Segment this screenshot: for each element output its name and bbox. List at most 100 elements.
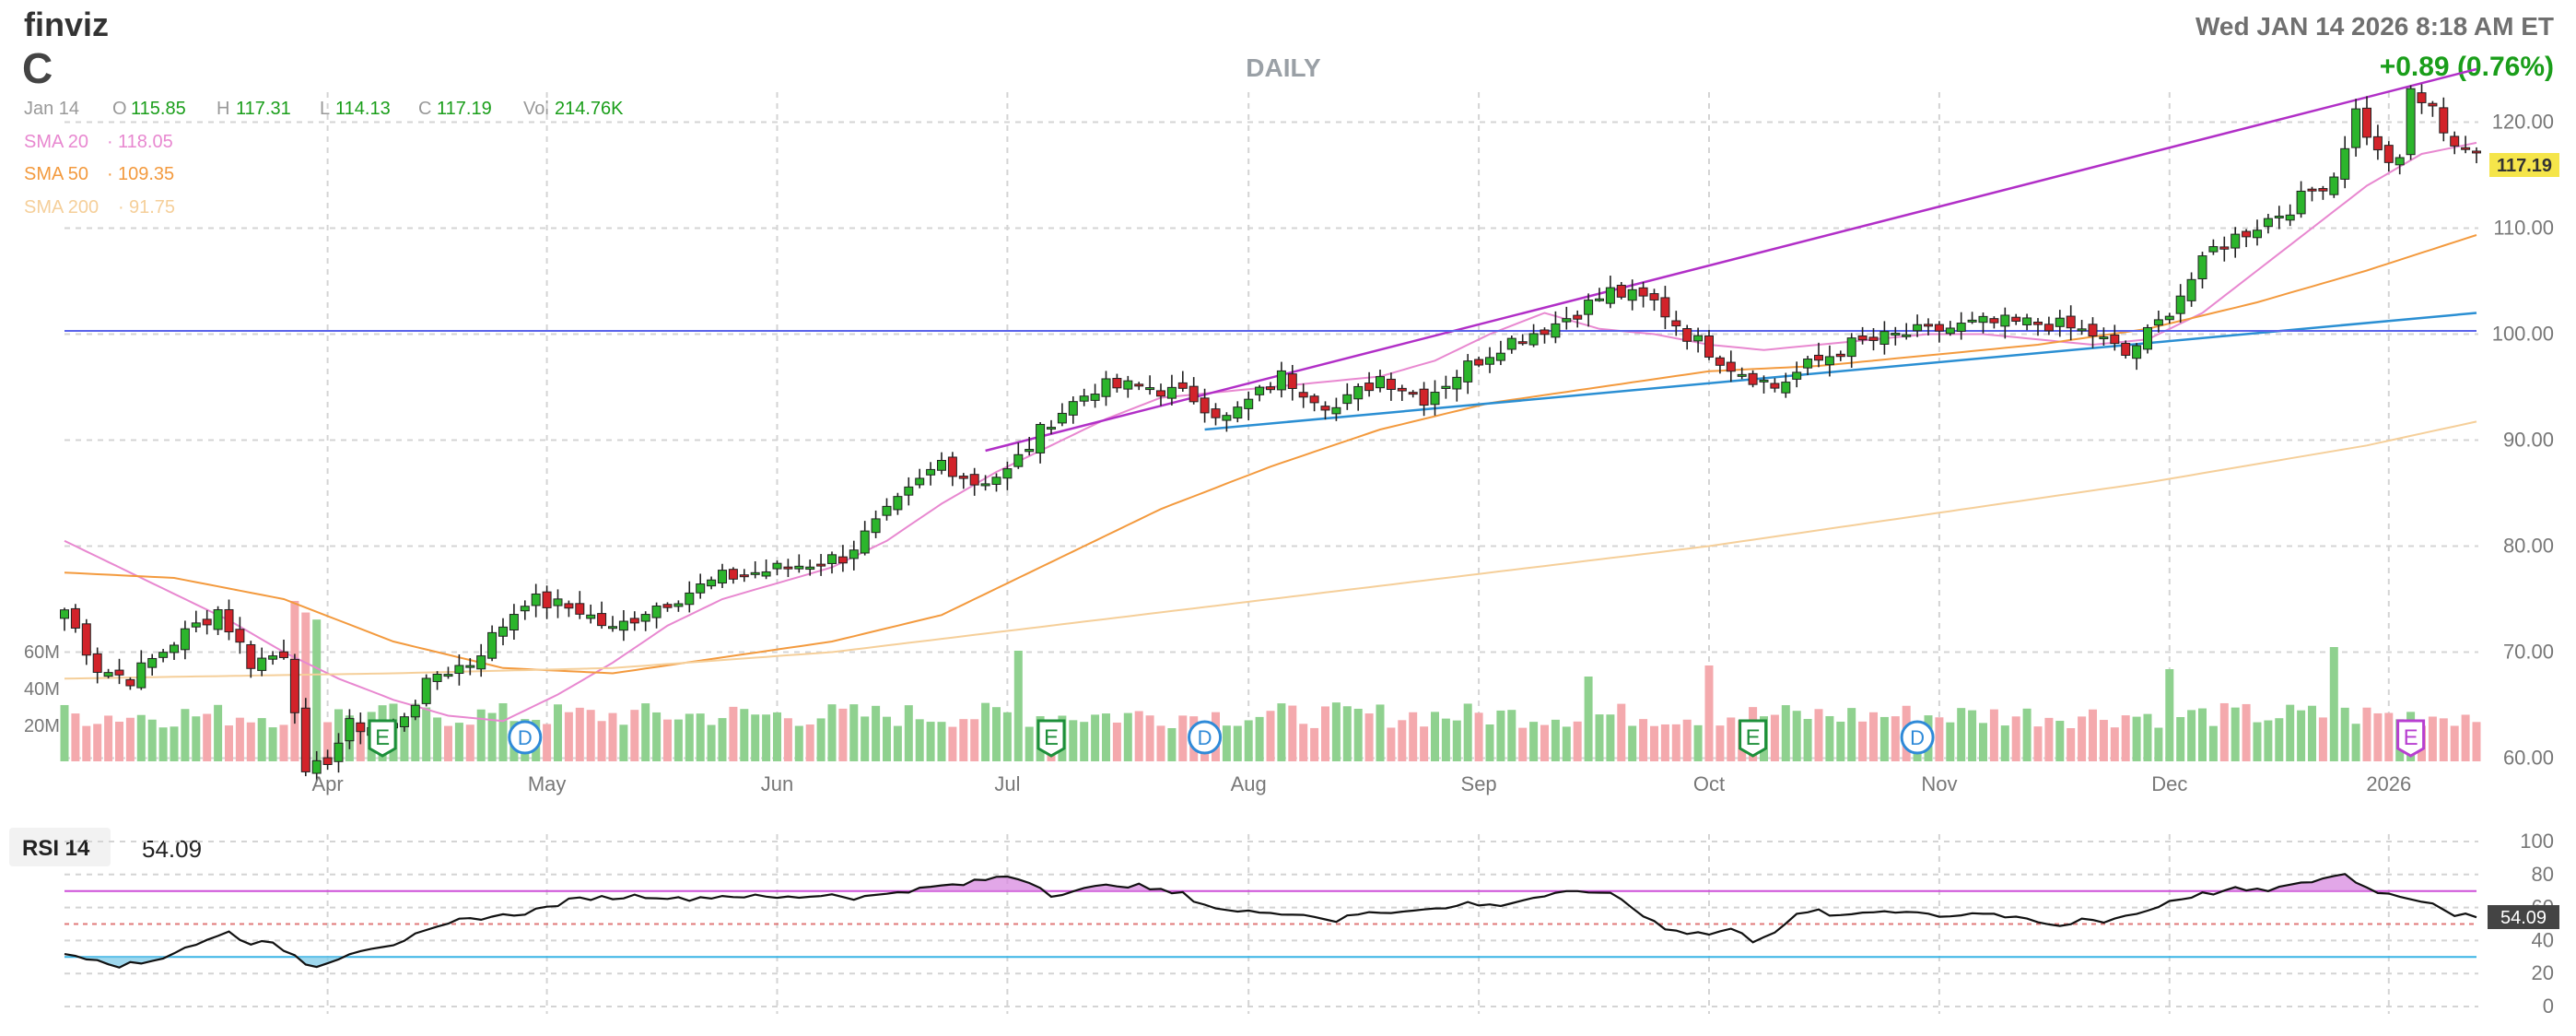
price-tick-label: 120.00	[2492, 111, 2554, 134]
candle-body	[1726, 361, 1736, 372]
candle-body	[2066, 315, 2076, 329]
candle-body	[2231, 233, 2241, 249]
candle-body	[235, 629, 245, 643]
resistance-trendline	[985, 67, 2477, 453]
earnings-marker	[1036, 719, 1066, 758]
candle-body	[2164, 315, 2174, 321]
candle-body	[2088, 324, 2098, 336]
volume-bar	[246, 722, 255, 761]
candle-body	[1627, 288, 1637, 301]
candle-body	[2077, 328, 2087, 332]
volume-bar	[476, 709, 486, 761]
volume-bar	[465, 724, 474, 761]
rsi-tick-label: 40	[2532, 928, 2554, 951]
price-tick-label: 60.00	[2503, 747, 2554, 770]
grid-lines	[64, 92, 2478, 1014]
candle-body	[1266, 386, 1275, 391]
candle-body	[761, 571, 771, 577]
candle-body	[1134, 383, 1144, 387]
candle-body	[1047, 427, 1056, 430]
volume-bar	[1704, 665, 1714, 761]
event-markers[interactable]: E E E ED D D	[368, 719, 2426, 758]
rsi-line	[64, 873, 2477, 969]
candle-body	[1638, 287, 1648, 297]
volume-bar	[115, 721, 123, 761]
volume-bar	[312, 619, 322, 761]
price-badge	[2489, 153, 2559, 177]
volume-bar	[1277, 703, 1286, 761]
candle-body	[2439, 107, 2449, 134]
date-tick-label: May	[528, 772, 567, 795]
candle-body	[1452, 376, 1462, 390]
dividend-marker-label: D	[518, 726, 533, 749]
earnings-marker	[1739, 719, 1768, 758]
candle-body	[1682, 328, 1692, 342]
candle-body	[356, 722, 366, 733]
volume-bar	[203, 713, 212, 761]
candle-body	[564, 603, 574, 609]
volume-bar	[1156, 725, 1165, 761]
volume-bar	[729, 706, 738, 761]
candle-body	[1781, 382, 1791, 394]
volume-bar	[1002, 712, 1012, 761]
candle-body	[2153, 319, 2163, 326]
volume-bar	[1682, 719, 1692, 761]
volume-bar	[1989, 709, 1998, 761]
candle-body	[170, 644, 179, 653]
candle-body	[575, 603, 585, 615]
moving-averages	[64, 141, 2477, 723]
volume-bar	[2461, 714, 2470, 761]
volume-bar	[170, 726, 179, 761]
volume-bar	[915, 719, 924, 761]
volume-bar	[883, 716, 891, 761]
rsi-label: RSI 14	[22, 836, 90, 861]
volume-bar	[1573, 721, 1582, 761]
volume-bar	[696, 713, 705, 761]
volume-bar	[1693, 724, 1703, 761]
volume-bar	[992, 707, 1001, 761]
candle-body	[2110, 334, 2120, 345]
sma-line-sma200	[64, 420, 2477, 680]
volume-bar	[948, 726, 957, 761]
candle-body	[1364, 383, 1375, 392]
candle-body	[2197, 255, 2207, 280]
volume-bar	[1409, 712, 1418, 761]
volume-bar	[268, 727, 277, 761]
volume-bar	[2110, 727, 2119, 761]
volume-bar	[487, 712, 497, 761]
volume-bar	[454, 723, 463, 761]
volume-bar	[1671, 724, 1680, 761]
volume-bar	[1606, 714, 1615, 761]
candle-body	[1112, 378, 1122, 389]
volume-bar	[641, 703, 650, 761]
sma50-value: 109.35	[118, 164, 174, 184]
volume-bar	[1123, 712, 1132, 761]
volume-bar	[1529, 722, 1539, 761]
candle-body	[213, 609, 223, 630]
earnings-marker-label: E	[1746, 725, 1761, 750]
candle-body	[70, 607, 80, 629]
candle-body	[1814, 354, 1823, 361]
sma50-label: SMA 50	[24, 164, 88, 184]
candle-body	[1331, 406, 1341, 415]
volume-bar	[1836, 721, 1845, 761]
volume-bar	[2033, 726, 2043, 761]
candle-body	[224, 608, 234, 633]
volume-bar	[104, 715, 113, 761]
candle-body	[2253, 230, 2262, 239]
volume-bar	[1452, 720, 1461, 761]
finviz-logo[interactable]: finviz	[24, 6, 109, 43]
candle-body	[805, 566, 815, 571]
candle-body	[1737, 373, 1747, 377]
dividend-marker	[508, 720, 543, 755]
candle-body	[1649, 293, 1659, 300]
candle-body	[882, 505, 892, 516]
volume-bar	[1715, 725, 1725, 761]
candlesticks[interactable]	[60, 84, 2481, 782]
candle-body	[2395, 157, 2405, 166]
volume-bar	[1167, 727, 1177, 761]
candle-body	[345, 718, 355, 742]
earnings-marker-label: E	[2404, 725, 2418, 750]
candle-body	[707, 579, 717, 587]
